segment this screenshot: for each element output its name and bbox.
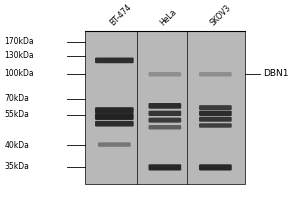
- Text: SKOV3: SKOV3: [209, 3, 233, 27]
- FancyBboxPatch shape: [148, 118, 181, 123]
- Text: 170kDa: 170kDa: [4, 37, 34, 46]
- Text: 130kDa: 130kDa: [4, 51, 34, 60]
- Text: 40kDa: 40kDa: [4, 141, 29, 150]
- FancyBboxPatch shape: [148, 111, 181, 116]
- Text: 70kDa: 70kDa: [4, 94, 29, 103]
- FancyBboxPatch shape: [199, 117, 232, 122]
- Text: 100kDa: 100kDa: [4, 69, 34, 78]
- FancyBboxPatch shape: [95, 113, 134, 120]
- Text: 55kDa: 55kDa: [4, 110, 29, 119]
- FancyBboxPatch shape: [199, 164, 232, 171]
- FancyBboxPatch shape: [199, 72, 232, 77]
- FancyBboxPatch shape: [199, 105, 232, 110]
- FancyBboxPatch shape: [95, 107, 134, 113]
- FancyBboxPatch shape: [148, 164, 181, 171]
- FancyBboxPatch shape: [95, 58, 134, 63]
- Text: HeLa: HeLa: [158, 7, 178, 27]
- FancyBboxPatch shape: [148, 72, 181, 77]
- Text: DBN1: DBN1: [263, 69, 288, 78]
- Text: 35kDa: 35kDa: [4, 162, 29, 171]
- Text: BT-474: BT-474: [108, 2, 133, 27]
- FancyBboxPatch shape: [98, 142, 131, 147]
- FancyBboxPatch shape: [148, 103, 181, 109]
- FancyBboxPatch shape: [199, 111, 232, 116]
- FancyBboxPatch shape: [199, 123, 232, 128]
- FancyBboxPatch shape: [95, 121, 134, 127]
- FancyBboxPatch shape: [148, 125, 181, 129]
- Bar: [85, 31, 245, 184]
